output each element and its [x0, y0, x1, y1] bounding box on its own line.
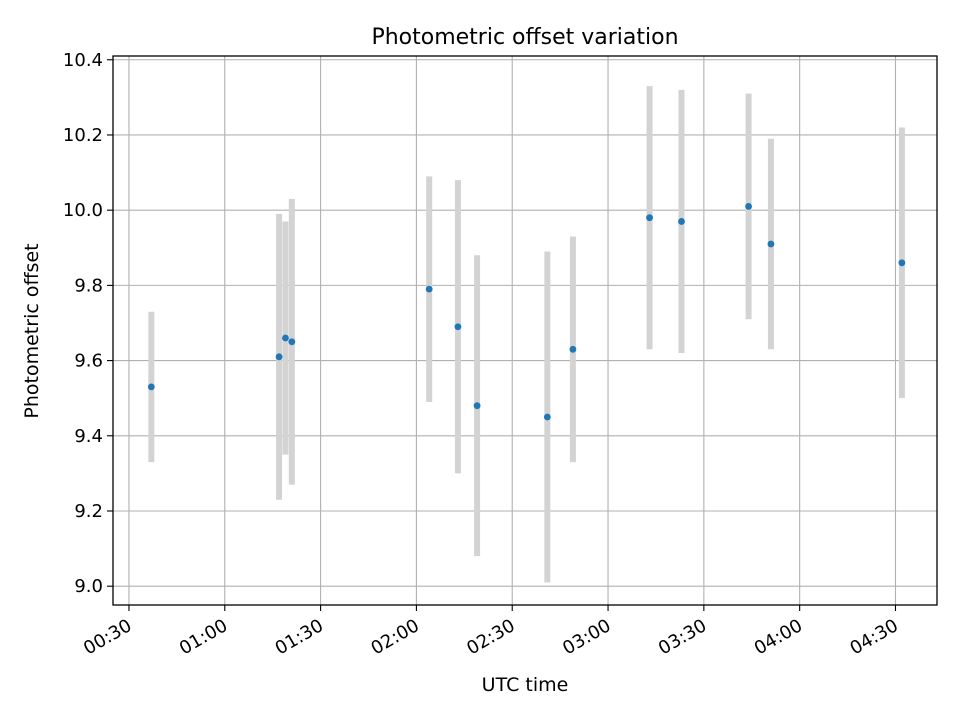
data-point: [569, 345, 577, 353]
x-tick-label: 03:00: [559, 615, 614, 659]
y-tick-label: 9.8: [74, 275, 103, 296]
error-bars: [148, 86, 905, 583]
grid: [113, 56, 937, 605]
y-tick-label: 10.4: [63, 50, 103, 71]
plot-frame: [112, 55, 938, 606]
y-tick-label: 9.6: [74, 351, 103, 372]
data-point: [454, 323, 462, 331]
data-point: [275, 353, 283, 361]
x-axis-ticks: 00:30 01:00 01:30 02:00 02:30 03:00 03:30 04:00…: [80, 605, 902, 659]
y-axis-label: Photometric offset: [21, 243, 43, 418]
y-tick-label: 10.0: [63, 200, 103, 221]
x-tick-label: 01:30: [272, 615, 327, 659]
x-tick-label: 00:30: [80, 615, 135, 659]
data-point: [898, 259, 906, 267]
y-tick-label: 9.4: [74, 426, 103, 447]
x-tick-label: 02:00: [367, 615, 422, 659]
data-point: [473, 402, 481, 410]
data-points: [147, 203, 906, 421]
data-point: [425, 285, 433, 293]
data-point: [543, 413, 551, 421]
x-tick-label: 03:30: [655, 615, 710, 659]
y-tick-label: 9.0: [74, 576, 103, 597]
data-point: [767, 240, 775, 248]
x-axis-label: UTC time: [482, 674, 569, 696]
x-tick-label: 04:00: [751, 615, 806, 659]
data-point: [288, 338, 296, 346]
data-point: [282, 334, 289, 342]
y-tick-label: 9.2: [74, 501, 103, 522]
data-point: [678, 218, 685, 225]
x-tick-label: 01:00: [176, 615, 231, 659]
chart-title: Photometric offset variation: [371, 25, 678, 50]
x-tick-label: 02:30: [463, 615, 518, 659]
y-axis-ticks: 9.0 9.2 9.4 9.6 9.8 10.0 10.2 10.4: [63, 50, 113, 597]
x-tick-label: 04:30: [847, 615, 902, 659]
y-tick-label: 10.2: [63, 125, 103, 146]
data-point: [646, 214, 653, 222]
data-point: [745, 203, 752, 210]
data-point: [147, 383, 155, 391]
